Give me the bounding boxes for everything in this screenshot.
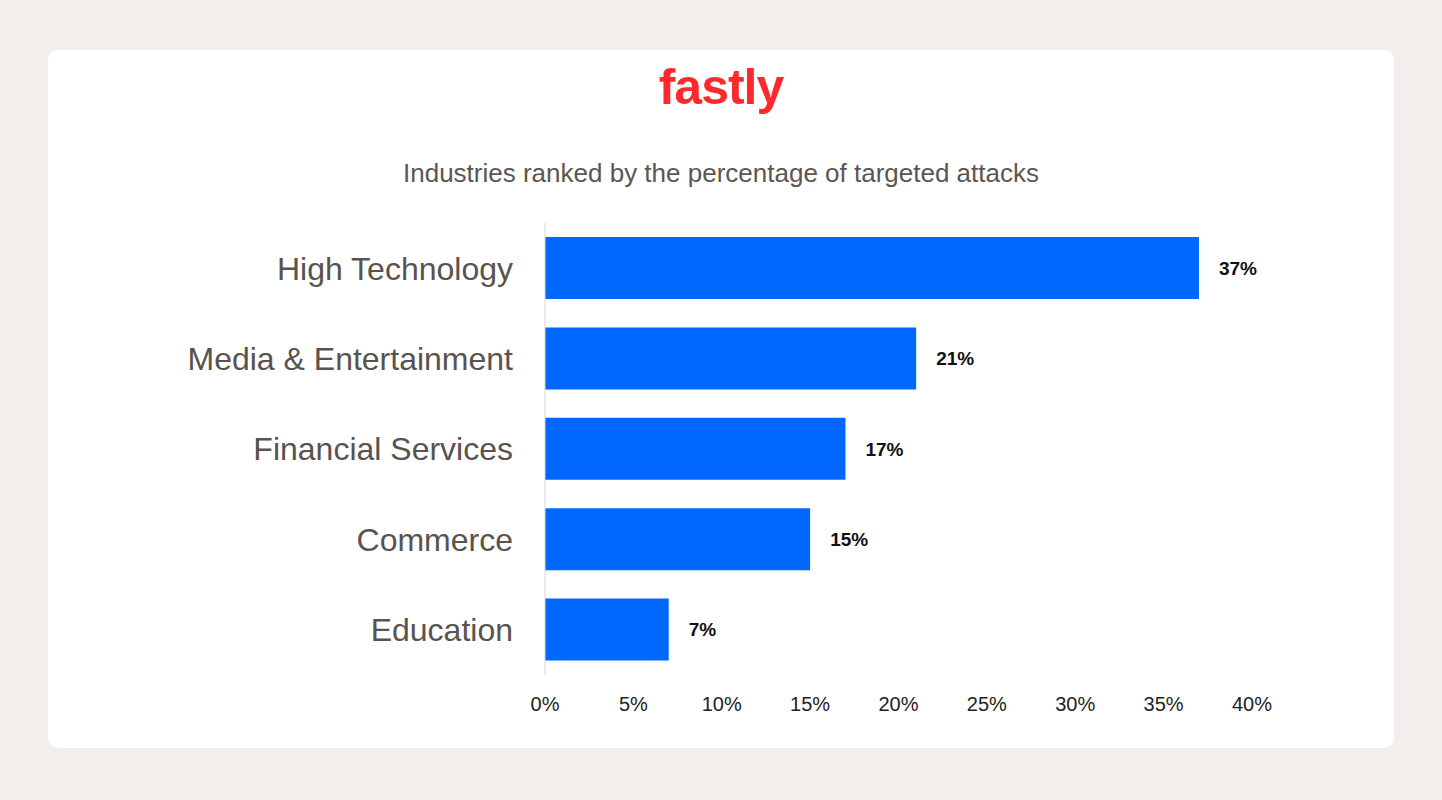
svg-text:Financial Services: Financial Services — [253, 431, 513, 467]
svg-text:35%: 35% — [1144, 693, 1184, 715]
svg-text:40%: 40% — [1232, 693, 1272, 715]
svg-text:21%: 21% — [936, 348, 974, 369]
svg-text:30%: 30% — [1055, 693, 1095, 715]
svg-text:37%: 37% — [1219, 258, 1257, 279]
svg-text:10%: 10% — [702, 693, 742, 715]
svg-text:15%: 15% — [790, 693, 830, 715]
svg-text:Education: Education — [371, 612, 513, 648]
svg-text:Commerce: Commerce — [357, 522, 513, 558]
svg-text:0%: 0% — [531, 693, 560, 715]
svg-text:17%: 17% — [865, 439, 903, 460]
svg-text:20%: 20% — [878, 693, 918, 715]
svg-text:25%: 25% — [967, 693, 1007, 715]
svg-text:7%: 7% — [689, 619, 717, 640]
svg-text:15%: 15% — [830, 529, 868, 550]
html-text:Industries ranked by the perce: Industries ranked by the percentage of t… — [403, 158, 1039, 188]
html-text:fastly: fastly — [658, 59, 784, 115]
svg-text:Media & Entertainment: Media & Entertainment — [188, 341, 514, 377]
svg-text:5%: 5% — [619, 693, 648, 715]
svg-text:High Technology: High Technology — [277, 251, 513, 287]
